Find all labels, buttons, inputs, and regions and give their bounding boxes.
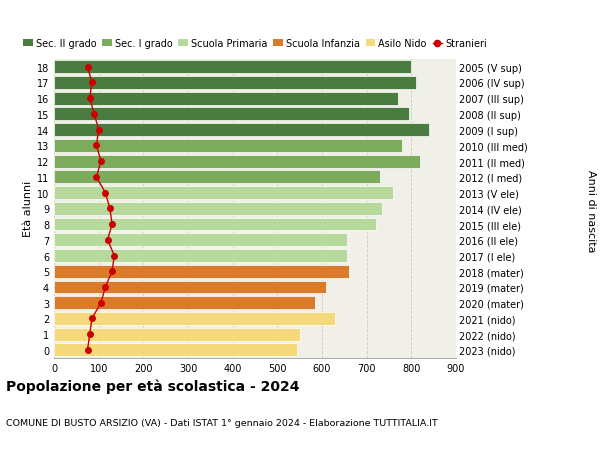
Bar [54,312,335,325]
Bar [54,155,420,168]
Text: Anni di nascita: Anni di nascita [586,170,596,252]
Bar [54,92,398,106]
Bar [54,140,403,152]
Bar [54,108,409,121]
Bar [54,187,394,200]
Bar [54,234,347,246]
Y-axis label: Età alunni: Età alunni [23,181,32,237]
Text: COMUNE DI BUSTO ARSIZIO (VA) - Dati ISTAT 1° gennaio 2024 - Elaborazione TUTTITA: COMUNE DI BUSTO ARSIZIO (VA) - Dati ISTA… [6,418,438,427]
Bar [54,328,299,341]
Bar [54,77,416,90]
Bar [54,250,347,263]
Bar [54,202,382,215]
Bar [54,124,429,137]
Bar [54,281,326,294]
Bar [54,171,380,184]
Bar [54,265,349,278]
Legend: Sec. II grado, Sec. I grado, Scuola Primaria, Scuola Infanzia, Asilo Nido, Stran: Sec. II grado, Sec. I grado, Scuola Prim… [23,39,487,49]
Bar [54,218,376,231]
Bar [54,61,412,74]
Text: Popolazione per età scolastica - 2024: Popolazione per età scolastica - 2024 [6,379,299,393]
Bar [54,344,298,357]
Bar [54,297,316,309]
